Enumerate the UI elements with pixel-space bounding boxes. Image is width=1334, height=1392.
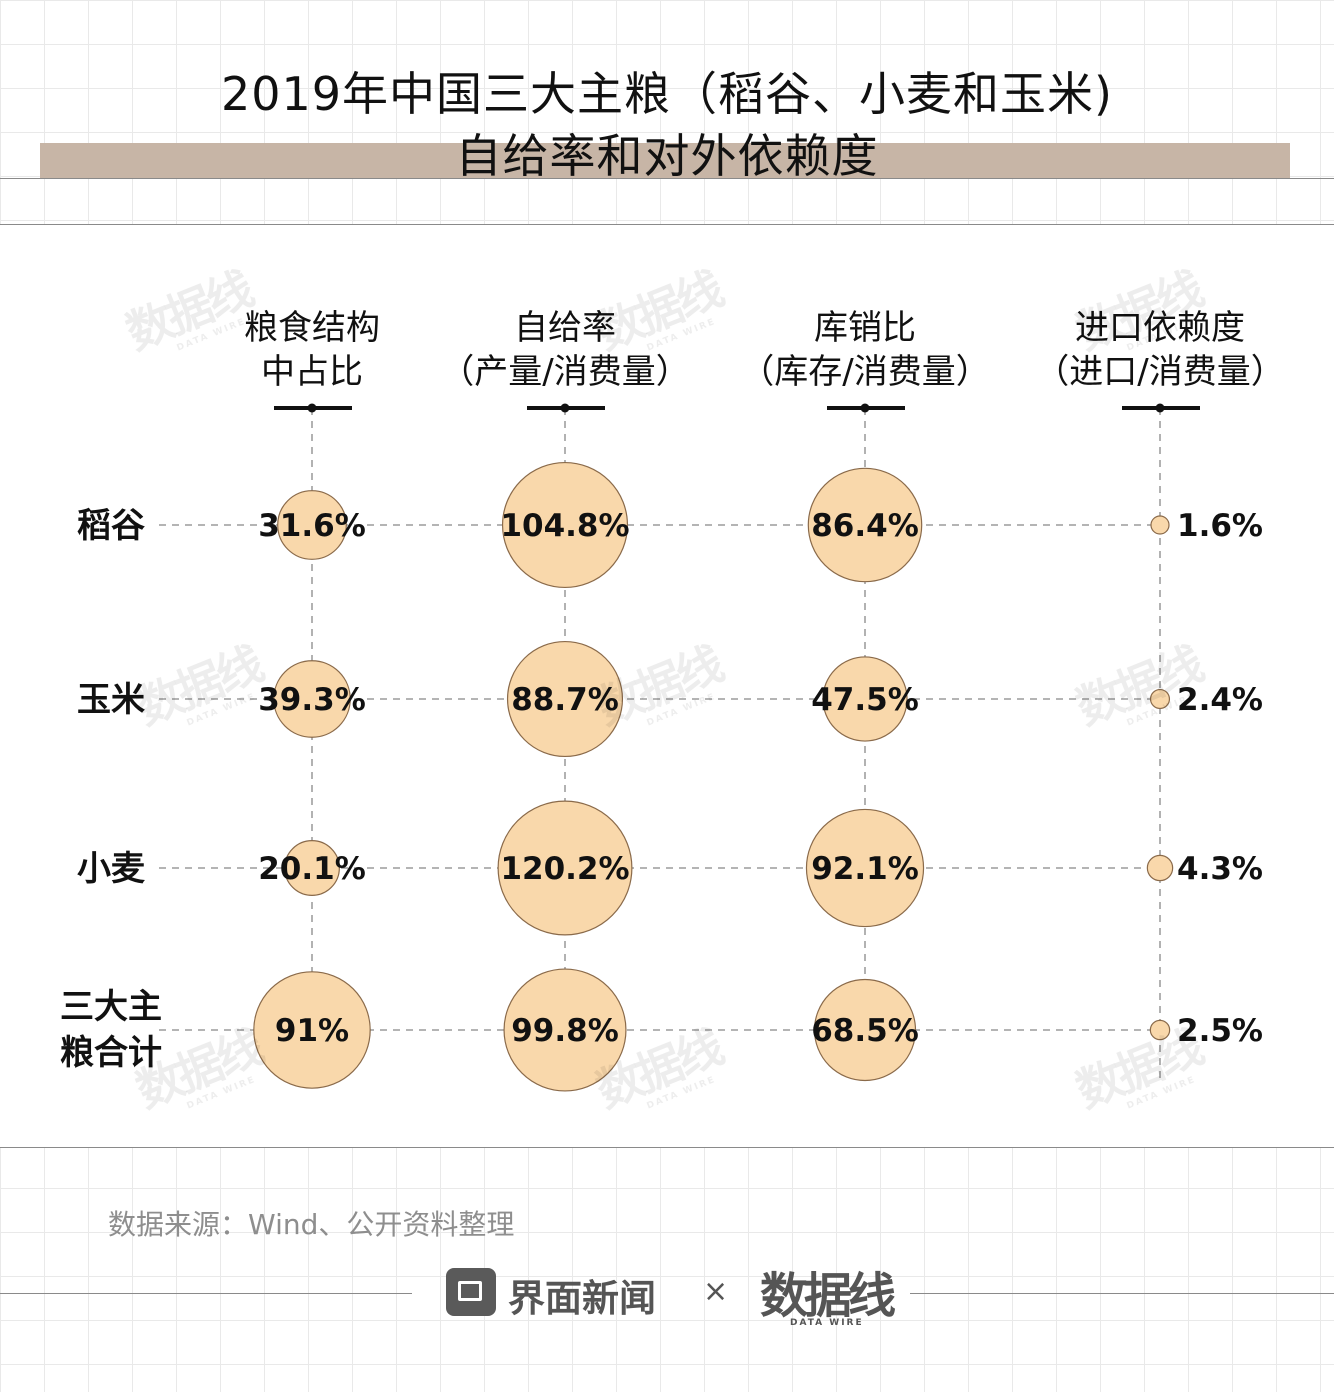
data-label: 68.5% (811, 1013, 919, 1049)
data-bubble (497, 800, 633, 936)
data-bubble (1150, 515, 1170, 535)
chart-title-line2: 自给率和对外依赖度 (455, 129, 879, 183)
footer-rule-right (910, 1293, 1334, 1294)
data-label: 4.3% (1177, 851, 1263, 887)
column-header-line2: （产量/消费量） (440, 352, 689, 392)
data-bubble (805, 808, 925, 928)
data-label: 1.6% (1177, 508, 1263, 544)
footer-brand: 界面新闻 (508, 1277, 656, 1320)
data-bubble (822, 656, 908, 742)
row-label: 玉米 (77, 680, 145, 720)
data-label: 86.4% (811, 508, 919, 544)
data-bubble (277, 490, 347, 560)
column-marker-dot (307, 403, 317, 413)
column-header-line2: （库存/消费量） (740, 352, 989, 392)
footer-rule-left (0, 1293, 412, 1294)
data-bubble (813, 978, 917, 1082)
data-label: 92.1% (811, 851, 919, 887)
data-bubble (253, 971, 371, 1089)
source-note: 数据来源：Wind、公开资料整理 (108, 1208, 515, 1241)
data-label: 20.1% (258, 851, 366, 887)
data-label: 47.5% (811, 682, 919, 718)
column-header-line2: 中占比 (261, 352, 363, 392)
column-marker-dot (860, 403, 870, 413)
data-label: 31.6% (258, 508, 366, 544)
chart-title-line1: 2019年中国三大主粮（稻谷、小麦和玉米) (220, 67, 1113, 121)
data-label: 104.8% (500, 508, 629, 544)
data-bubble (1149, 1019, 1171, 1041)
data-label: 2.4% (1177, 682, 1263, 718)
column-header-line1: 库销比 (814, 308, 916, 348)
title-rule (0, 178, 1334, 179)
row-label: 小麦 (77, 849, 145, 889)
column-marker-dot (1155, 403, 1165, 413)
column-header-line1: 粮食结构 (244, 308, 380, 348)
data-label: 91% (275, 1013, 349, 1049)
data-bubble (501, 461, 629, 589)
data-bubble (284, 840, 340, 896)
datawire-logo: 数据线 (760, 1268, 896, 1324)
jiemian-logo-icon (446, 1268, 496, 1316)
data-bubble (1149, 688, 1171, 710)
data-bubble (506, 640, 624, 758)
chart-panel: 粮食结构 中占比 自给率 （产量/消费量） 库销比 （库存/消费量） 进口依赖度 （进口/消费… (0, 224, 1334, 1148)
title-band (40, 143, 1290, 179)
data-label: 99.8% (511, 1013, 619, 1049)
column-marker-dot (560, 403, 570, 413)
row-label: 稻谷 (77, 506, 145, 546)
row-label-line2: 粮合计 (60, 1033, 162, 1073)
column-header-line1: 自给率 (514, 308, 616, 348)
data-label: 120.2% (500, 851, 629, 887)
row-label-line1: 三大主 (60, 987, 162, 1027)
data-bubble (503, 968, 627, 1092)
column-header-line2: （进口/消费量） (1035, 352, 1284, 392)
footer-times: × (703, 1274, 729, 1309)
data-bubble (273, 660, 351, 738)
data-label: 39.3% (258, 682, 366, 718)
datawire-logo-sub: DATA WIRE (790, 1318, 864, 1328)
data-label: 88.7% (511, 682, 619, 718)
data-label: 2.5% (1177, 1013, 1263, 1049)
data-bubble (1146, 854, 1174, 882)
column-header-line1: 进口依赖度 (1075, 308, 1245, 348)
data-bubble (807, 467, 923, 583)
